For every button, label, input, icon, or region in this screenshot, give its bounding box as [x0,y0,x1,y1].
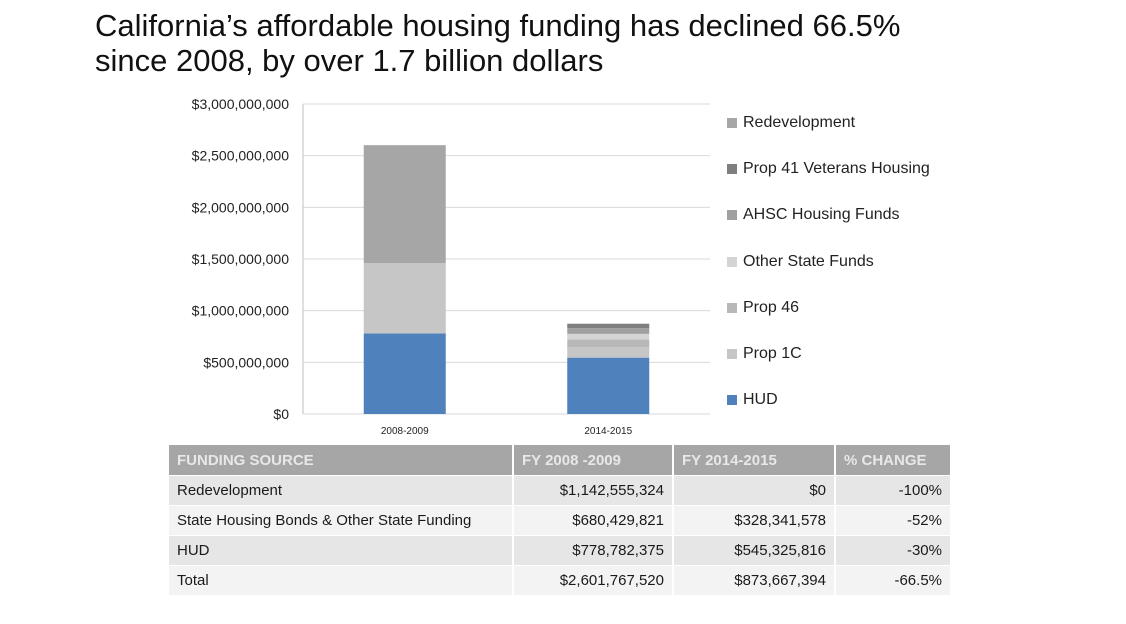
legend-swatch [727,118,737,129]
bar-segment [363,333,446,414]
table-cell: Redevelopment [169,475,514,506]
bar-segment [567,323,650,329]
y-tick-label: $3,000,000,000 [192,96,290,112]
legend-swatch [727,210,737,221]
bar-segment [363,145,446,264]
table-cell: $778,782,375 [513,535,674,566]
column-header: FUNDING SOURCE [169,445,514,476]
legend-item: Prop 41 Veterans Housing [727,146,930,192]
legend-label: Redevelopment [743,114,856,132]
legend-swatch [727,395,737,406]
legend-label: Prop 1C [743,345,802,363]
table-cell: $545,325,816 [673,535,836,566]
table-cell: Total [169,565,514,595]
table-cell: $873,667,394 [673,565,836,595]
table-cell: -100% [835,475,952,506]
bar-segment [567,347,650,358]
table-cell: $328,341,578 [673,505,836,536]
y-tick-label: $2,500,000,000 [192,148,290,164]
funding-table: FUNDING SOURCE FY 2008 -2009 FY 2014-201… [169,445,952,595]
legend-label: Other State Funds [743,252,874,270]
bar-segment [363,263,446,334]
bar-segment [567,328,650,334]
table-row: HUD $778,782,375 $545,325,816 -30% [169,535,952,566]
legend-label: Prop 41 Veterans Housing [743,160,930,178]
legend-item: Redevelopment [727,100,930,146]
x-tick-label: 2014-2015 [584,426,632,437]
x-tick-label: 2008-2009 [381,426,429,437]
legend-swatch [727,302,737,313]
title-line-2: since 2008, by over 1.7 billion dollars [95,43,604,78]
stacked-bar-chart: $0 $500,000,000 $1,000,000,000 $1,500,000,0… [192,96,710,437]
table-cell: -52% [835,505,952,536]
legend-item: Other State Funds [727,239,930,285]
table-cell: $680,429,821 [513,505,674,536]
legend-swatch [727,349,737,360]
table-cell: -30% [835,535,952,566]
table-header-row: FUNDING SOURCE FY 2008 -2009 FY 2014-201… [169,445,952,476]
y-tick-label: $1,500,000,000 [192,251,290,267]
legend-item: Prop 46 [727,285,930,331]
legend-swatch [727,256,737,267]
table-row: Total $2,601,767,520 $873,667,394 -66.5% [169,565,952,595]
y-tick-label: $1,000,000,000 [192,303,290,319]
column-header: % CHANGE [835,445,952,476]
legend-item: HUD [727,377,930,423]
y-tick-label: $0 [273,406,289,422]
legend-label: AHSC Housing Funds [743,206,900,224]
table-cell: HUD [169,535,514,566]
legend-label: HUD [743,391,778,409]
legend-item: Prop 1C [727,331,930,377]
y-tick-label: $500,000,000 [203,354,289,370]
column-header: FY 2008 -2009 [513,445,674,476]
bar-segment [567,333,650,340]
table-row: Redevelopment $1,142,555,324 $0 -100% [169,475,952,506]
chart-legend: Redevelopment Prop 41 Veterans Housing A… [727,100,930,423]
y-tick-label: $2,000,000,000 [192,199,290,215]
bar-segment [567,339,650,348]
column-header: FY 2014-2015 [673,445,836,476]
table-cell: State Housing Bonds & Other State Fundin… [169,505,514,536]
table-row: State Housing Bonds & Other State Fundin… [169,505,952,536]
legend-label: Prop 46 [743,298,800,316]
table-cell: -66.5% [835,565,952,595]
legend-item: AHSC Housing Funds [727,192,930,238]
table-cell: $1,142,555,324 [513,475,674,506]
title-line-1: California’s affordable housing funding … [95,8,901,43]
bar-segment [567,357,650,414]
legend-swatch [727,164,737,175]
page-title: California’s affordable housing funding … [95,8,900,78]
table-cell: $0 [673,475,836,506]
table-cell: $2,601,767,520 [513,565,674,595]
